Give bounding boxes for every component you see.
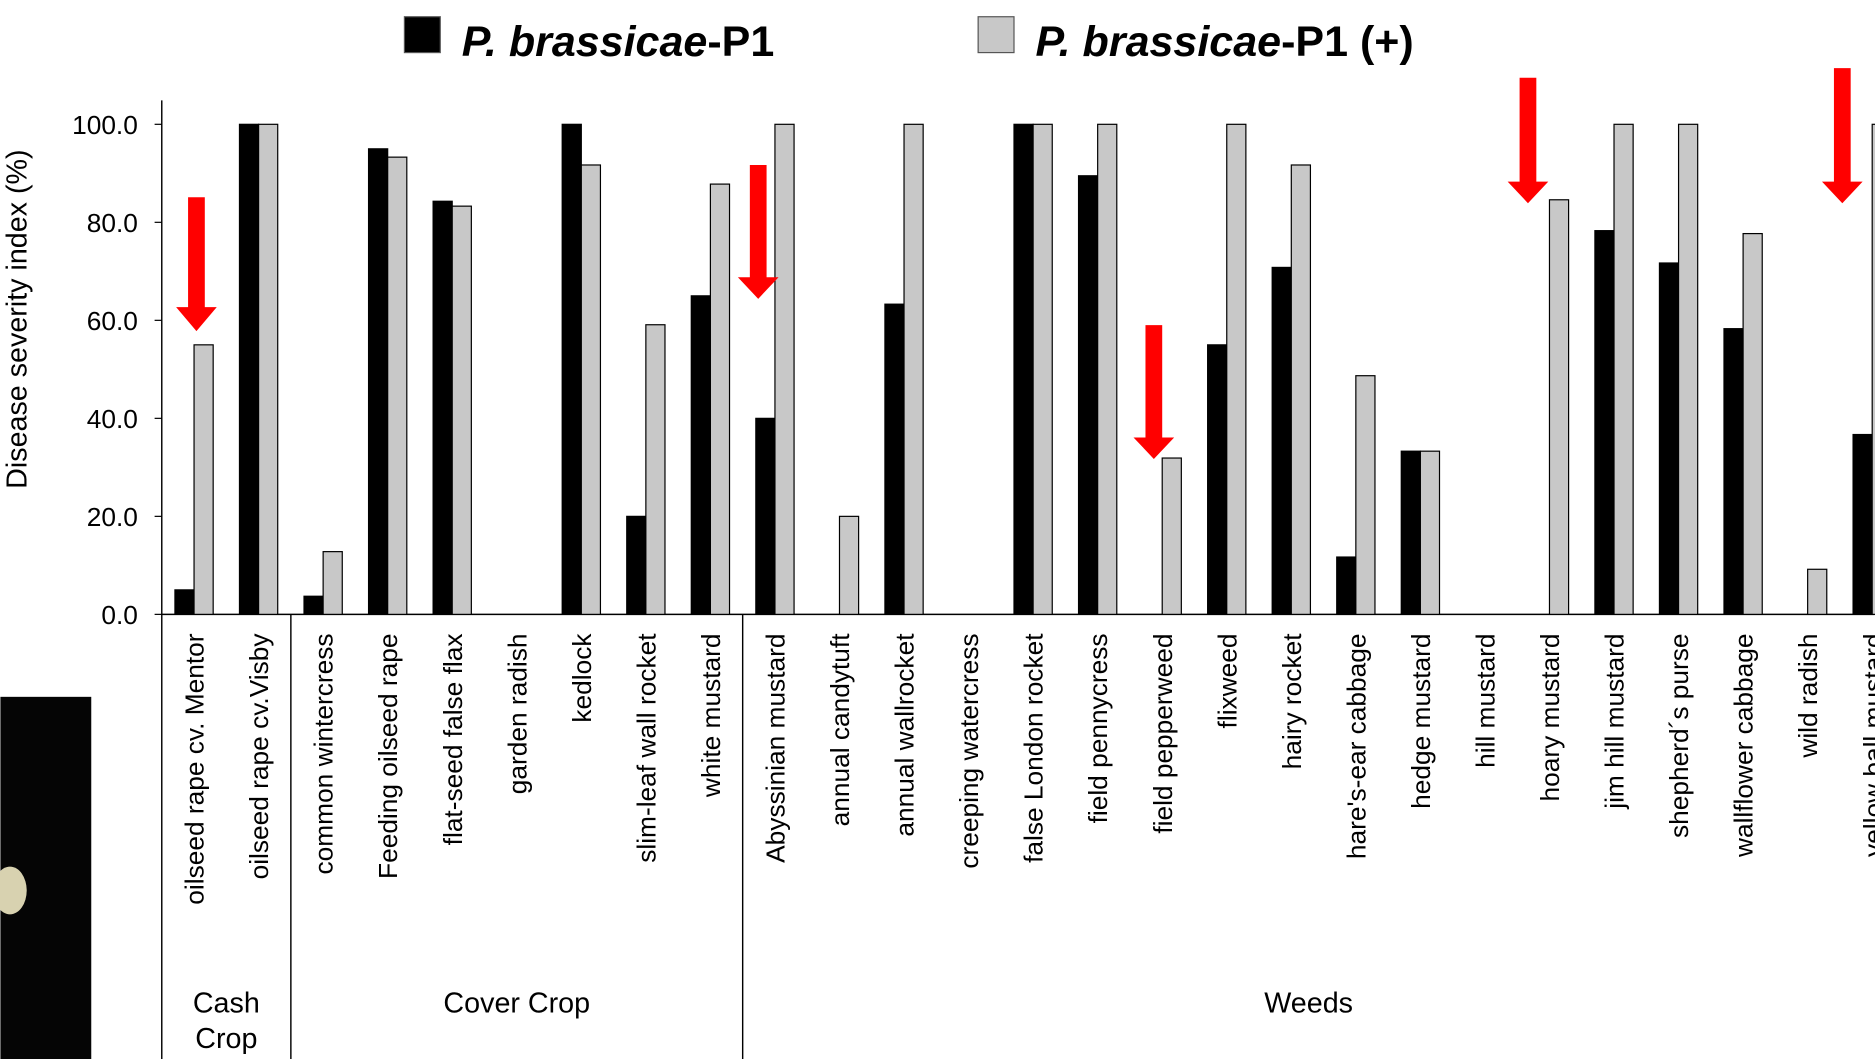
x-tick-label: annual candytuft bbox=[825, 633, 855, 827]
legend-label: P. brassicae-P1 bbox=[462, 18, 775, 66]
group-label-box: Cover Crop bbox=[443, 987, 591, 1020]
bar bbox=[1013, 123, 1034, 615]
bar bbox=[1400, 450, 1421, 615]
x-tick-label: shepherd´s purse bbox=[1664, 633, 1694, 838]
bar bbox=[1077, 175, 1099, 615]
bar bbox=[387, 156, 408, 615]
arrow bbox=[176, 197, 217, 332]
x-tick-label: annual wallrocket bbox=[890, 633, 920, 837]
bar bbox=[1290, 164, 1312, 615]
x-tick-label: hare's-ear cabbage bbox=[1341, 633, 1371, 859]
y-tick-label: 60.0 bbox=[87, 306, 138, 336]
bar bbox=[1032, 123, 1053, 615]
bar bbox=[903, 123, 924, 615]
group-label: Cover Crop bbox=[443, 987, 591, 1020]
arrow bbox=[1821, 68, 1863, 204]
y-tick-label: 40.0 bbox=[87, 404, 138, 434]
legend-label: P. brassicae-P1 (+) bbox=[1036, 18, 1414, 66]
x-tick-label: garden radish bbox=[502, 633, 532, 794]
x-tick-label: yellow ball mustard bbox=[1858, 633, 1875, 856]
group-label-box: Cash Crop bbox=[192, 987, 260, 1056]
legend-swatch bbox=[977, 16, 1015, 54]
bar bbox=[257, 123, 279, 615]
bar bbox=[709, 183, 731, 615]
bar bbox=[238, 123, 260, 615]
bar bbox=[1594, 230, 1615, 615]
bar bbox=[1207, 344, 1228, 615]
bar bbox=[626, 515, 647, 615]
arrow bbox=[1133, 325, 1175, 459]
x-tick-label: kedlock bbox=[567, 633, 597, 723]
x-tick-label: wild radish bbox=[1793, 633, 1823, 758]
bar bbox=[1871, 123, 1875, 615]
bar bbox=[1852, 433, 1873, 615]
bar bbox=[1677, 123, 1699, 615]
bar bbox=[1355, 375, 1376, 615]
bar bbox=[561, 123, 582, 615]
x-tick-label: hairy rocket bbox=[1277, 633, 1307, 770]
arrow bbox=[737, 164, 779, 299]
bar bbox=[322, 551, 343, 615]
bar bbox=[174, 589, 195, 615]
photo-blob bbox=[0, 866, 27, 915]
bar bbox=[1226, 123, 1247, 615]
x-tick-label: jim hill mustard bbox=[1600, 633, 1630, 809]
x-tick-label: false London rocket bbox=[1019, 633, 1049, 863]
group-label: Weeds bbox=[1264, 987, 1354, 1020]
bar bbox=[451, 205, 472, 615]
bar bbox=[1271, 266, 1292, 615]
bar bbox=[645, 324, 666, 615]
bar bbox=[432, 200, 453, 615]
annotations bbox=[176, 68, 1863, 459]
y-tick-label: 100.0 bbox=[72, 110, 138, 140]
x-tick-label: oilseed rape cv. Mentor bbox=[180, 633, 210, 904]
bar bbox=[193, 344, 214, 615]
x-tick-label: field pepperweed bbox=[1148, 633, 1178, 833]
y-tick-label: 20.0 bbox=[87, 502, 138, 532]
bar bbox=[303, 595, 324, 615]
x-tick-label: white mustard bbox=[696, 633, 726, 798]
bar bbox=[1097, 123, 1118, 615]
legend: P. brassicae-P1 P. brassicae-P1 (+) bbox=[403, 16, 1414, 66]
group-label: Cash Crop bbox=[192, 987, 260, 1056]
x-tick-label: oilseed rape cv.Visby bbox=[244, 633, 274, 880]
x-tick-label: slim-leaf wall rocket bbox=[631, 633, 661, 863]
bar bbox=[1548, 199, 1570, 615]
x-tick-label: creeping watercress bbox=[954, 633, 984, 868]
bar bbox=[1742, 232, 1763, 615]
bar bbox=[755, 417, 776, 615]
y-tick-label: 0.0 bbox=[101, 600, 138, 630]
x-tick-label: hoary mustard bbox=[1535, 633, 1565, 801]
bar bbox=[580, 164, 602, 615]
bar bbox=[1336, 556, 1357, 615]
group-label-box: Weeds bbox=[1264, 987, 1354, 1020]
x-tick-label: field pennycress bbox=[1083, 633, 1113, 823]
bar bbox=[884, 303, 905, 615]
bar bbox=[774, 123, 795, 615]
bar bbox=[1723, 328, 1744, 615]
bar bbox=[1161, 457, 1182, 615]
bar bbox=[690, 295, 711, 615]
y-tick-label: 80.0 bbox=[87, 208, 138, 238]
bar bbox=[1658, 262, 1680, 615]
x-tick-label: flixweed bbox=[1212, 633, 1242, 728]
y-axis-label: Disease severity index (%) bbox=[2, 149, 34, 488]
x-tick-label: flat-seed false flax bbox=[438, 633, 468, 845]
x-tick-label: hill mustard bbox=[1470, 633, 1500, 767]
bar bbox=[367, 148, 389, 615]
bar bbox=[1613, 123, 1634, 615]
bar bbox=[1807, 568, 1828, 615]
x-tick-label: Abyssinian mustard bbox=[761, 633, 791, 862]
plot: 0.0 20.0 40.0 60.0 80.0 100.0 oilseed rape cv.… bbox=[72, 100, 1875, 1059]
x-tick-label: hedge mustard bbox=[1406, 633, 1436, 808]
x-tick-label: common wintercress bbox=[309, 633, 339, 874]
bar bbox=[838, 515, 860, 615]
bar bbox=[1419, 450, 1441, 615]
legend-swatch bbox=[403, 16, 441, 54]
arrow bbox=[1507, 77, 1549, 204]
x-tick-label: wallflower cabbage bbox=[1729, 633, 1759, 858]
x-tick-label: Feeding oilseed rape bbox=[373, 633, 403, 878]
